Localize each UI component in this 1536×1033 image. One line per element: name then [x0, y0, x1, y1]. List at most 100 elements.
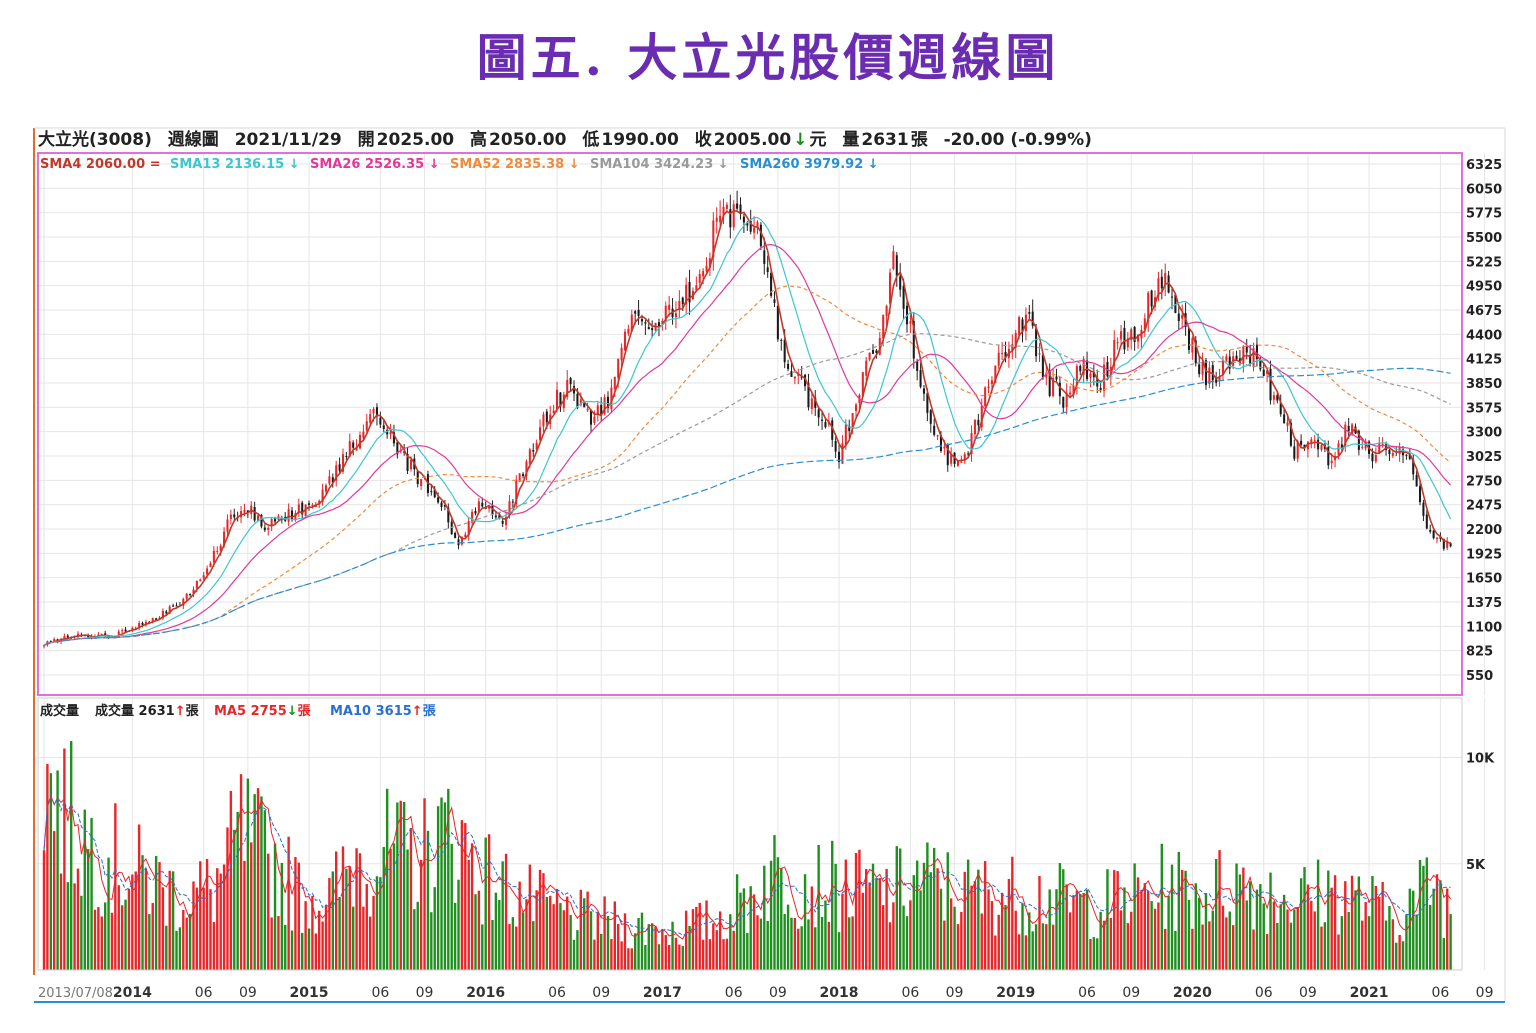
volume-bar [1323, 922, 1327, 970]
candle-body [902, 285, 905, 309]
candle-body [460, 537, 463, 545]
legend-ma10: MA10 3615↑張 [330, 704, 437, 719]
price-tick-label: 3300 [1466, 426, 1502, 441]
volume-bar [470, 843, 474, 970]
volume-bar [1391, 919, 1395, 970]
price-tick-label: 2200 [1466, 523, 1502, 538]
volume-bar [1180, 869, 1184, 970]
volume-bar [1418, 859, 1422, 970]
candle-body [1266, 370, 1269, 374]
volume-bar [1174, 930, 1177, 970]
candle-body [749, 220, 752, 232]
volume-bar [1320, 926, 1323, 970]
volume-bar [460, 820, 464, 970]
volume-bar [606, 915, 610, 970]
volume-bar [107, 857, 110, 970]
candle-body [1089, 373, 1092, 378]
volume-bar [494, 892, 498, 970]
volume-bar [688, 925, 691, 970]
candle-body [1126, 338, 1129, 348]
candle-body [1086, 360, 1089, 380]
candle-body [685, 284, 688, 305]
volume-bar [1031, 931, 1034, 970]
volume-bar [1248, 881, 1252, 970]
x-tick-label: 09 [1122, 985, 1140, 1001]
volume-bar [586, 891, 589, 970]
volume-bar [766, 920, 769, 970]
volume-bar [936, 868, 939, 970]
volume-bar [525, 899, 528, 970]
candle-body [290, 510, 294, 520]
candle-body [87, 635, 90, 638]
candle-body [651, 328, 654, 331]
candle-body [1408, 454, 1411, 459]
candle-body [634, 311, 637, 314]
candle-body [1289, 422, 1292, 446]
legend-sma26: SMA26 2526.35 ↓ [310, 157, 440, 172]
candle-body [1092, 372, 1095, 378]
candle-body [494, 515, 497, 518]
candle-body [1262, 369, 1265, 376]
candle-body [199, 579, 202, 582]
candle-body [117, 631, 120, 637]
volume-bar [328, 878, 331, 970]
volume-bar [1340, 916, 1344, 970]
volume-bar [199, 861, 202, 970]
candle-body [596, 405, 599, 416]
candle-body [420, 479, 423, 486]
volume-bar [1068, 912, 1072, 970]
volume-bar [301, 932, 304, 970]
candle-body [617, 358, 620, 378]
volume-bar [545, 896, 549, 970]
volume-bar [195, 887, 199, 970]
volume-bar [436, 806, 440, 970]
volume-bar [1296, 906, 1299, 970]
candle-body [189, 594, 192, 596]
volume-bar [124, 899, 127, 970]
price-tick-label: 6050 [1466, 182, 1502, 197]
candle-body [1425, 514, 1428, 529]
candle-body [715, 217, 718, 222]
volume-bar [678, 944, 681, 970]
volume-bar [705, 900, 708, 970]
volume-bar [949, 898, 953, 970]
candle-body [922, 388, 926, 394]
volume-bar [600, 933, 603, 970]
volume-bar [1164, 928, 1167, 970]
legend-volume-current: 成交量 2631↑張 [95, 703, 200, 719]
volume-bar [895, 846, 898, 970]
candle-body [505, 517, 508, 526]
volume-bar [487, 834, 491, 970]
volume-bar [443, 802, 447, 970]
candle-body [331, 477, 334, 483]
volume-bar [1214, 859, 1218, 970]
candle-body [1187, 328, 1191, 350]
open-value: 2025.00 [376, 130, 455, 150]
volume-bar [233, 829, 236, 970]
volume-bar [627, 948, 630, 970]
volume-bar [161, 887, 165, 970]
candle-body [657, 322, 660, 326]
candle-body [756, 222, 759, 229]
candle-body [916, 361, 919, 371]
volume-bar [1255, 889, 1259, 970]
volume-bar [450, 843, 453, 970]
candle-body [229, 514, 232, 519]
candle-body [556, 389, 559, 410]
volume-bar [712, 923, 715, 970]
candle-body [950, 454, 953, 464]
volume-bar [52, 831, 56, 970]
volume-bar [396, 802, 399, 970]
volume-tick-label: 10K [1466, 752, 1495, 767]
volume-bar [1374, 885, 1378, 970]
volume-bar [311, 895, 314, 970]
volume-bar [86, 849, 90, 970]
volume-bar [1075, 890, 1079, 970]
volume-bar [695, 906, 698, 970]
volume-bar [888, 922, 892, 970]
volume-bar [1079, 893, 1082, 970]
volume-bar [1089, 939, 1092, 970]
candle-body [644, 322, 647, 324]
volume-bar [90, 817, 93, 970]
volume-bar [667, 944, 671, 970]
